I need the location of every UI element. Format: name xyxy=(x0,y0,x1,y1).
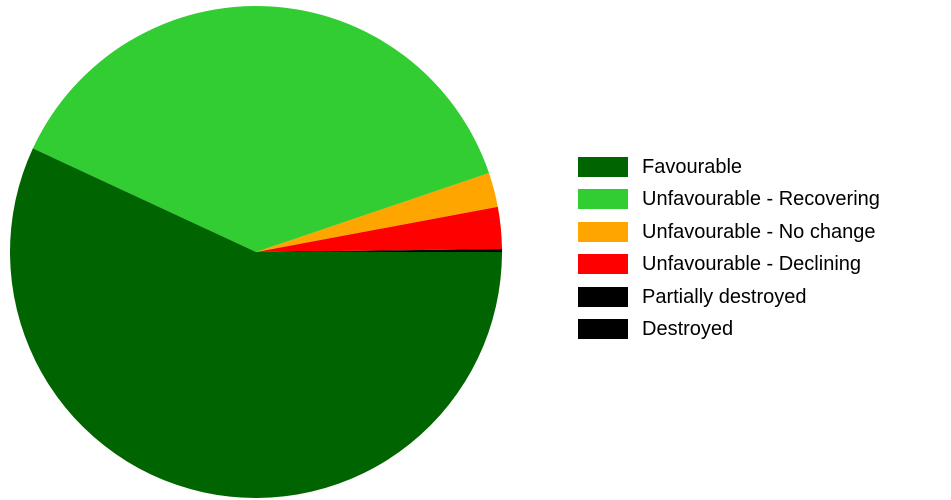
legend-item-favourable: Favourable xyxy=(578,156,880,178)
pie-slice-unfavourable-declining xyxy=(256,206,502,252)
legend-label-unfavourable-recovering: Unfavourable - Recovering xyxy=(642,188,880,211)
legend-swatch-unfavourable-declining xyxy=(578,254,628,275)
legend-item-destroyed: Destroyed xyxy=(578,318,880,340)
pie-slice-unfavourable-recovering xyxy=(32,6,489,252)
legend: Favourable Unfavourable - Recovering Unf… xyxy=(578,156,880,350)
legend-label-unfavourable-no-change: Unfavourable - No change xyxy=(642,220,876,243)
legend-item-partially-destroyed: Partially destroyed xyxy=(578,286,880,308)
pie-slice-partially-destroyed xyxy=(256,248,502,252)
pie-slice-unfavourable-no-change xyxy=(256,173,498,252)
pie-chart xyxy=(10,6,503,499)
legend-label-favourable: Favourable xyxy=(642,156,743,178)
legend-label-unfavourable-declining: Unfavourable - Declining xyxy=(642,253,862,276)
legend-swatch-unfavourable-recovering xyxy=(578,189,628,210)
legend-swatch-unfavourable-no-change xyxy=(578,221,628,242)
pie-slice-favourable xyxy=(10,148,503,499)
legend-item-unfavourable-no-change: Unfavourable - No change xyxy=(578,221,880,243)
legend-swatch-favourable xyxy=(578,157,628,177)
legend-label-destroyed: Destroyed xyxy=(642,317,734,340)
legend-item-unfavourable-recovering: Unfavourable - Recovering xyxy=(578,188,880,210)
legend-swatch-destroyed xyxy=(578,318,628,339)
legend-label-partially-destroyed: Partially destroyed xyxy=(642,285,807,308)
legend-item-unfavourable-declining: Unfavourable - Declining xyxy=(578,253,880,275)
legend-swatch-partially-destroyed xyxy=(578,286,628,307)
